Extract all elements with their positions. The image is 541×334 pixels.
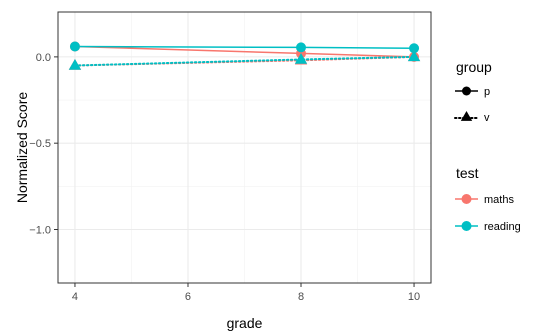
legend-key-v-marker <box>460 111 473 121</box>
x-axis: 4 6 8 10 <box>72 283 420 303</box>
x-tick-label: 8 <box>298 291 304 303</box>
legend-group: group p v <box>456 59 492 124</box>
legend-label-maths: maths <box>484 194 514 206</box>
legend-key-maths-marker <box>461 194 472 204</box>
y-axis: 0.0 −0.5 −1.0 <box>29 52 58 236</box>
y-tick-label: −1.0 <box>29 224 51 236</box>
y-tick-label: −0.5 <box>29 138 51 150</box>
x-tick-label: 10 <box>408 291 420 303</box>
x-tick-label: 6 <box>185 291 191 303</box>
panel-border <box>57 11 432 284</box>
legend-label-p: p <box>484 86 490 98</box>
legend-test-title: test <box>456 165 479 181</box>
legend-group-title: group <box>456 59 492 75</box>
x-axis-title: grade <box>227 315 263 331</box>
legend-keys <box>454 86 479 231</box>
reading-p-point <box>409 43 420 54</box>
major-gridlines <box>58 12 431 283</box>
reading-v-point <box>68 59 82 70</box>
minor-gridlines <box>58 12 431 283</box>
legend-label-v: v <box>484 112 490 124</box>
legend-key-p-marker <box>462 86 471 96</box>
reading-v-point <box>294 52 308 64</box>
legend-test: test maths reading <box>456 165 521 233</box>
series-layer <box>68 41 421 70</box>
reading-p-point <box>296 42 307 53</box>
y-axis-title: Normalized Score <box>14 92 30 203</box>
legend-label-reading: reading <box>484 221 521 233</box>
y-tick-label: 0.0 <box>36 52 51 64</box>
reading-v-point <box>407 50 421 62</box>
reading-p-point <box>69 41 80 52</box>
legend-key-reading-marker <box>461 221 472 231</box>
x-tick-label: 4 <box>72 291 78 303</box>
